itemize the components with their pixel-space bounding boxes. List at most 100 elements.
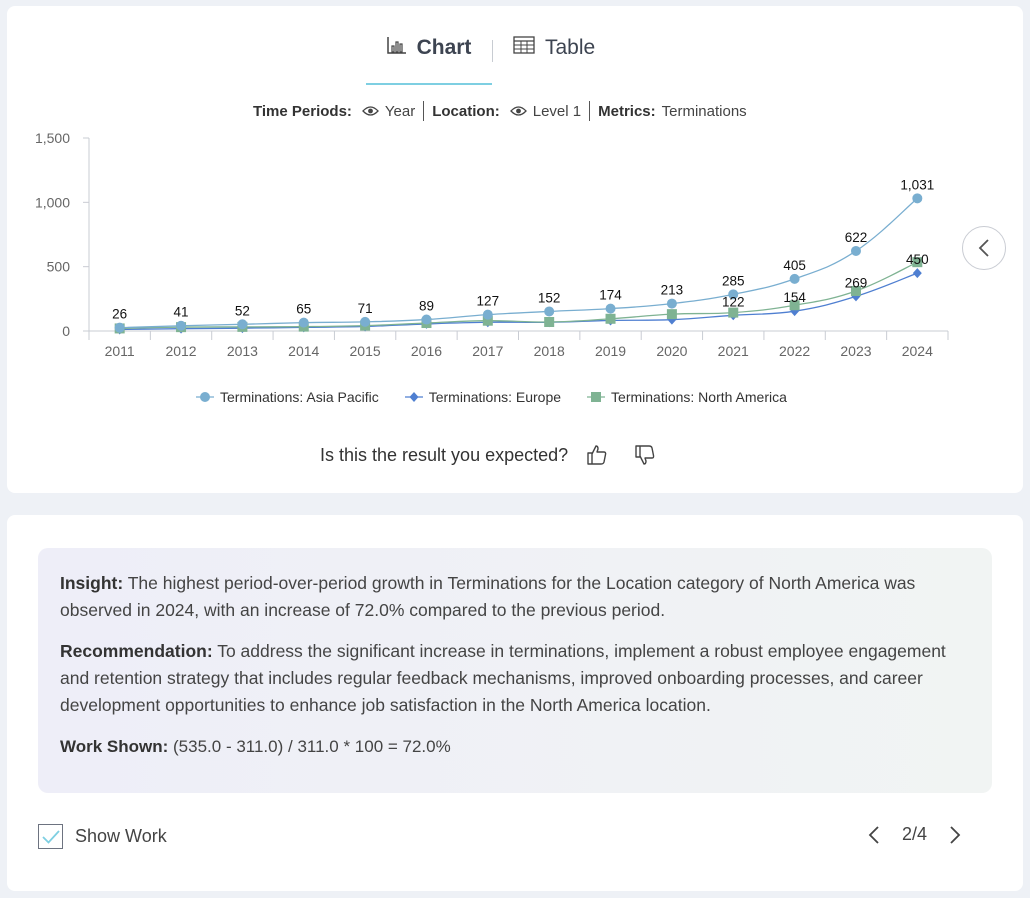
x-tick-label: 2022 — [779, 343, 810, 359]
y-tick-label: 0 — [62, 323, 70, 339]
data-point — [544, 316, 555, 327]
recommendation-text: To address the significant increase in t… — [60, 641, 946, 715]
data-point — [605, 313, 616, 324]
data-label: 152 — [538, 290, 561, 305]
insight-text: The highest period-over-period growth in… — [60, 573, 916, 620]
data-point — [482, 309, 493, 320]
chart-legend: Terminations: Asia Pacific Terminations: … — [196, 389, 813, 405]
filter-divider — [423, 101, 425, 121]
feedback-question: Is this the result you expected? — [320, 444, 569, 465]
filter-bar: Time Periods: Year Location: Level 1 Met… — [253, 101, 747, 121]
time-periods-value: Year — [384, 102, 416, 120]
work-shown-label: Work Shown: — [60, 737, 169, 756]
data-point — [176, 320, 187, 331]
x-tick-label: 2024 — [902, 343, 933, 359]
legend-label: Terminations: Europe — [428, 389, 562, 405]
data-point — [789, 273, 800, 284]
data-point — [605, 303, 616, 314]
collapse-panel-button[interactable] — [962, 226, 1006, 270]
location-label: Location: — [432, 102, 500, 120]
data-label: 622 — [845, 230, 868, 245]
tab-table-label: Table — [545, 36, 596, 59]
recommendation-paragraph: Recommendation: To address the significa… — [60, 638, 970, 719]
next-page-button[interactable] — [949, 825, 961, 845]
table-icon — [513, 36, 535, 54]
data-point — [728, 307, 739, 318]
data-label: 52 — [235, 303, 250, 318]
y-tick-label: 1,500 — [35, 130, 70, 146]
work-shown-paragraph: Work Shown: (535.0 - 311.0) / 311.0 * 10… — [60, 733, 970, 760]
x-tick-label: 2017 — [472, 343, 503, 359]
previous-page-button[interactable] — [868, 825, 880, 845]
x-tick-label: 2021 — [718, 343, 749, 359]
y-tick-label: 1,000 — [35, 194, 70, 210]
tab-chart[interactable]: Chart — [366, 30, 492, 85]
data-label: 213 — [661, 283, 684, 298]
tab-divider — [492, 40, 493, 62]
thumbs-down-icon[interactable] — [634, 444, 656, 466]
data-point — [666, 298, 677, 309]
insight-panel: Insight: The highest period-over-period … — [38, 548, 992, 793]
insight-paragraph: Insight: The highest period-over-period … — [60, 570, 970, 624]
data-point — [850, 285, 861, 296]
show-work-toggle: Show Work — [38, 824, 167, 849]
time-periods-label: Time Periods: — [253, 102, 352, 120]
legend-item[interactable]: Terminations: Europe — [404, 389, 562, 405]
metrics-value: Terminations — [661, 102, 747, 120]
insight-label: Insight: — [60, 573, 124, 593]
x-tick-label: 2015 — [350, 343, 381, 359]
legend-marker — [587, 392, 606, 402]
data-point — [237, 319, 248, 330]
data-label: 1,031 — [900, 177, 934, 192]
work-shown-text: (535.0 - 311.0) / 311.0 * 100 = 72.0% — [168, 737, 451, 756]
data-label: 269 — [845, 275, 868, 290]
checkmark-icon — [41, 829, 60, 844]
data-point — [850, 245, 861, 256]
chevron-left-icon — [868, 825, 879, 844]
eye-icon[interactable] — [509, 105, 527, 117]
legend-label: Terminations: North America — [611, 389, 787, 405]
data-point — [912, 193, 923, 204]
pagination: 2/4 — [868, 824, 961, 845]
bar-chart-icon — [386, 36, 407, 54]
data-point — [421, 314, 432, 325]
filter-divider — [589, 101, 591, 121]
x-tick-label: 2023 — [840, 343, 871, 359]
eye-icon[interactable] — [362, 105, 379, 117]
data-label: 122 — [722, 294, 745, 309]
data-point — [789, 300, 800, 311]
data-point — [666, 309, 677, 320]
x-tick-label: 2011 — [105, 343, 135, 359]
data-label: 154 — [783, 290, 806, 305]
legend-marker — [404, 392, 423, 402]
data-label: 65 — [296, 302, 311, 317]
data-label: 71 — [358, 301, 373, 316]
tab-table[interactable]: Table — [513, 30, 595, 74]
x-tick-label: 2014 — [288, 343, 319, 359]
data-point — [912, 257, 923, 268]
legend-label: Terminations: Asia Pacific — [220, 389, 379, 405]
location-value: Level 1 — [532, 102, 582, 120]
data-point — [482, 315, 493, 326]
chevron-left-icon — [978, 238, 990, 258]
show-work-label: Show Work — [75, 826, 167, 846]
x-tick-label: 2016 — [411, 343, 442, 359]
data-label: 89 — [419, 299, 434, 314]
data-label: 41 — [174, 305, 189, 320]
recommendation-label: Recommendation: — [60, 641, 213, 661]
data-label: 405 — [783, 258, 806, 273]
data-point — [728, 289, 739, 300]
x-tick-label: 2020 — [656, 343, 687, 359]
data-point — [114, 322, 125, 333]
legend-item[interactable]: Terminations: Asia Pacific — [196, 389, 379, 405]
data-label: 26 — [112, 307, 127, 322]
legend-item[interactable]: Terminations: North America — [587, 389, 787, 405]
tab-chart-label: Chart — [416, 36, 472, 59]
data-point — [912, 268, 922, 279]
metrics-label: Metrics: — [598, 102, 656, 120]
show-work-checkbox[interactable] — [38, 824, 63, 849]
thumbs-up-icon[interactable] — [586, 444, 608, 466]
x-tick-label: 2012 — [165, 343, 196, 359]
line-chart: 0 500 1,000 1,500 2011 2012 2013 2014 2015 2016 20… — [35, 130, 949, 359]
data-label: 127 — [477, 294, 500, 309]
